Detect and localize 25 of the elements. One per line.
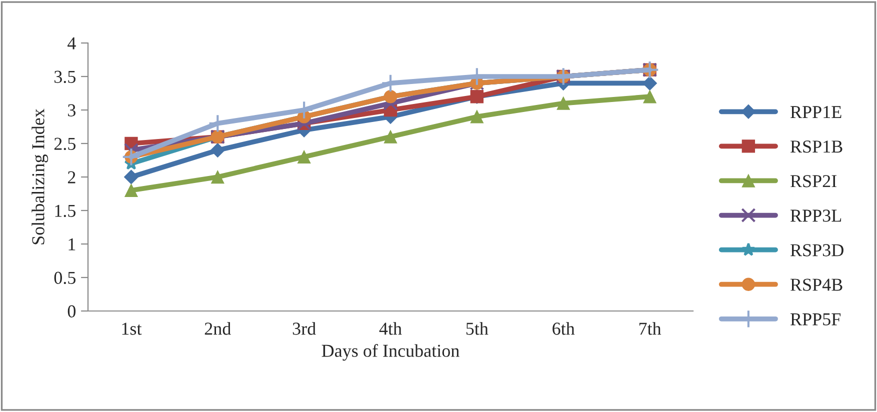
x-tick-label: 7th bbox=[639, 322, 662, 335]
legend-label: RSP3D bbox=[790, 244, 844, 256]
y-tick-label: 0.5 bbox=[54, 272, 76, 284]
y-tick-label: 1.5 bbox=[55, 204, 76, 218]
y-tick-label: 0 bbox=[68, 305, 76, 318]
y-axis-title: Solubalizing Index bbox=[32, 108, 48, 244]
x-tick-label: 3rd bbox=[292, 322, 316, 335]
y-tick-label: 2 bbox=[68, 171, 76, 184]
legend-label: RPP3L bbox=[790, 210, 842, 222]
x-tick-label: 6th bbox=[552, 322, 575, 335]
x-tick-label: 5th bbox=[466, 322, 488, 335]
legend-label: RSP2I bbox=[790, 175, 836, 188]
x-tick-label: 2nd bbox=[204, 322, 231, 335]
y-tick-label: 4 bbox=[68, 37, 76, 50]
legend-label: RPP1E bbox=[790, 106, 842, 118]
y-tick-label: 1 bbox=[68, 238, 76, 250]
y-tick-label: 3 bbox=[68, 104, 76, 116]
legend-label: RSP4B bbox=[790, 278, 842, 291]
y-tick-label: 3.5 bbox=[54, 70, 76, 84]
x-tick-label: 4th bbox=[379, 322, 402, 335]
legend-label: RSP1B bbox=[790, 140, 842, 153]
legend-label: RPP5F bbox=[790, 313, 841, 326]
x-tick-label: 1st bbox=[122, 322, 142, 335]
x-axis-title: Days of Incubation bbox=[322, 344, 460, 361]
y-tick-label: 2.5 bbox=[54, 138, 76, 150]
